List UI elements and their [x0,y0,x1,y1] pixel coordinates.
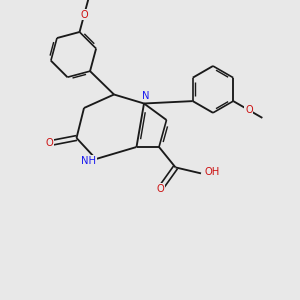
Text: N: N [142,91,149,101]
Text: O: O [157,184,164,194]
Text: O: O [245,105,253,115]
Text: OH: OH [205,167,220,177]
Text: O: O [45,138,53,148]
Text: NH: NH [81,155,96,166]
Text: O: O [80,10,88,20]
